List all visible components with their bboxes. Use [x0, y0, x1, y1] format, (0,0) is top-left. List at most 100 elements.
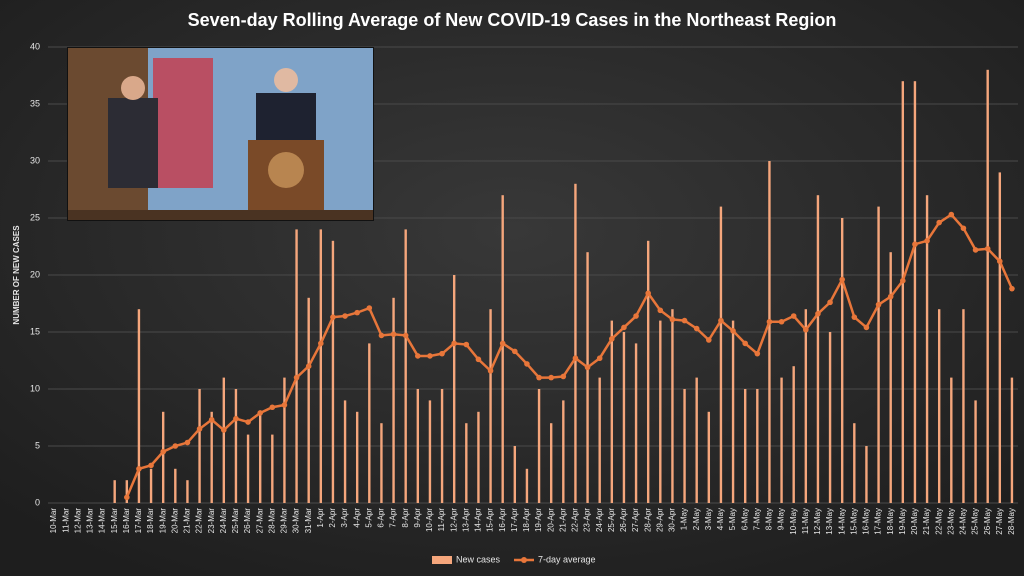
- x-tick-label: 3-Apr: [340, 508, 349, 528]
- x-tick-label: 22-Apr: [571, 508, 580, 532]
- x-tick-label: 2-May: [692, 508, 701, 530]
- x-tick-label: 17-Mar: [134, 508, 143, 534]
- average-marker: [427, 353, 433, 359]
- average-marker: [790, 313, 797, 319]
- average-marker: [633, 313, 639, 319]
- bar: [610, 320, 614, 503]
- bar: [198, 389, 201, 503]
- average-marker: [742, 340, 748, 347]
- bar: [416, 389, 420, 503]
- x-tick-label: 13-Mar: [86, 508, 95, 534]
- bar: [210, 411, 213, 503]
- average-marker: [293, 374, 300, 381]
- seal: [268, 152, 304, 188]
- average-marker: [754, 350, 761, 357]
- bar: [659, 320, 662, 503]
- average-marker: [536, 374, 542, 381]
- average-marker: [718, 317, 724, 324]
- average-marker: [305, 363, 312, 370]
- average-marker: [984, 245, 991, 252]
- x-tick-label: 11-Apr: [437, 508, 446, 532]
- average-marker: [706, 337, 712, 343]
- x-tick-label: 15-May: [849, 508, 858, 535]
- y-tick-label: 40: [30, 41, 40, 51]
- x-tick-label: 14-Apr: [474, 508, 483, 532]
- bar: [283, 377, 286, 503]
- average-marker: [269, 404, 276, 411]
- bar: [307, 297, 310, 503]
- person-right: [256, 93, 316, 143]
- average-marker: [875, 301, 882, 308]
- y-tick-label: 25: [30, 212, 40, 222]
- x-tick-label: 31-Mar: [304, 508, 313, 534]
- x-tick-label: 22-May: [934, 508, 943, 535]
- bar: [998, 172, 1002, 503]
- average-marker: [475, 356, 482, 363]
- average-marker: [924, 238, 930, 244]
- bar: [258, 411, 262, 503]
- average-marker: [124, 494, 130, 501]
- x-tick-label: 1-Apr: [316, 508, 325, 528]
- bar: [355, 411, 359, 503]
- average-marker: [245, 419, 251, 425]
- legend-label: New cases: [456, 554, 501, 564]
- x-tick-label: 9-May: [777, 508, 786, 530]
- x-tick-label: 16-Apr: [498, 508, 507, 532]
- x-tick-label: 15-Apr: [486, 508, 495, 532]
- bar: [186, 480, 189, 503]
- bar: [853, 423, 856, 503]
- y-tick-label: 15: [30, 326, 40, 336]
- bar: [368, 343, 371, 503]
- bar: [719, 206, 723, 503]
- average-marker: [645, 290, 651, 297]
- x-tick-label: 21-Apr: [558, 508, 567, 532]
- bar: [404, 229, 407, 503]
- average-marker: [948, 211, 955, 218]
- x-tick-label: 4-Apr: [352, 508, 361, 528]
- average-marker: [609, 336, 615, 342]
- average-marker: [366, 305, 373, 311]
- average-marker: [354, 309, 360, 316]
- average-marker: [330, 314, 336, 320]
- flag: [153, 58, 213, 188]
- bar: [271, 434, 274, 503]
- bar: [913, 81, 917, 503]
- bar: [440, 389, 444, 503]
- x-tick-label: 28-Apr: [643, 508, 652, 532]
- x-tick-label: 14-May: [837, 508, 846, 535]
- bar: [598, 377, 601, 503]
- average-marker: [415, 353, 421, 359]
- x-tick-label: 12-May: [813, 508, 822, 535]
- average-marker: [148, 462, 154, 469]
- x-tick-label: 28-May: [1007, 508, 1016, 535]
- bar: [465, 423, 468, 503]
- bar: [331, 240, 335, 504]
- bar: [137, 309, 141, 503]
- average-marker: [887, 293, 894, 300]
- average-marker: [512, 348, 518, 355]
- x-tick-label: 20-Mar: [170, 508, 179, 534]
- average-marker: [669, 316, 676, 323]
- bar: [804, 309, 808, 503]
- average-marker: [221, 427, 227, 433]
- average-marker: [827, 299, 833, 306]
- average-marker: [1009, 285, 1015, 292]
- average-marker: [803, 326, 809, 333]
- x-tick-label: 5-Apr: [364, 508, 373, 528]
- legend-swatch: [432, 556, 452, 564]
- bar: [840, 218, 844, 503]
- bar: [671, 309, 674, 503]
- bar: [234, 389, 238, 503]
- x-tick-label: 10-Mar: [49, 508, 58, 534]
- x-tick-label: 26-May: [983, 508, 992, 535]
- y-axis-label: NUMBER OF NEW CASES: [12, 225, 21, 325]
- bar: [501, 195, 504, 503]
- bar: [780, 377, 783, 503]
- average-marker: [499, 340, 506, 347]
- average-marker: [839, 276, 845, 283]
- average-marker: [342, 313, 348, 319]
- average-marker: [208, 416, 215, 423]
- average-marker: [196, 426, 203, 432]
- bar: [792, 366, 795, 503]
